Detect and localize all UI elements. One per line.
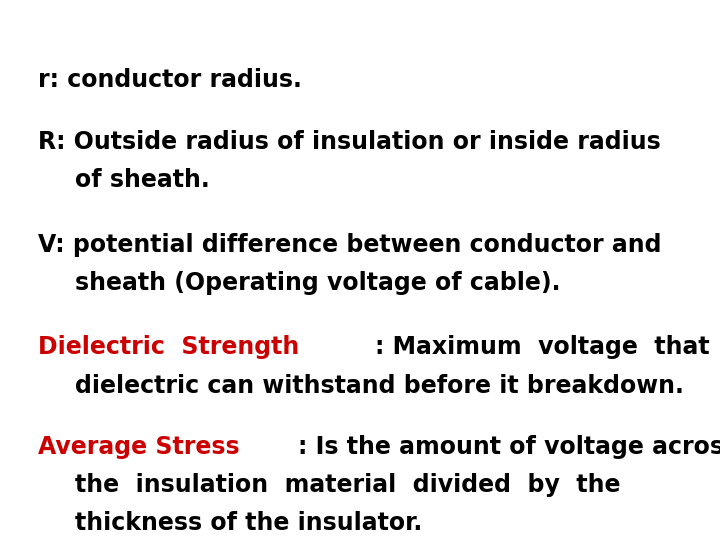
- Text: thickness of the insulator.: thickness of the insulator.: [75, 511, 422, 535]
- Text: sheath (Operating voltage of cable).: sheath (Operating voltage of cable).: [75, 271, 560, 295]
- Text: Average Stress: Average Stress: [38, 435, 240, 459]
- Text: the  insulation  material  divided  by  the: the insulation material divided by the: [75, 473, 621, 497]
- Text: dielectric can withstand before it breakdown.: dielectric can withstand before it break…: [75, 374, 684, 398]
- Text: : Maximum  voltage  that: : Maximum voltage that: [375, 335, 710, 359]
- Text: r: conductor radius.: r: conductor radius.: [38, 68, 302, 92]
- Text: V: potential difference between conductor and: V: potential difference between conducto…: [38, 233, 662, 257]
- Text: : Is the amount of voltage across: : Is the amount of voltage across: [298, 435, 720, 459]
- Text: of sheath.: of sheath.: [75, 168, 210, 192]
- Text: Dielectric  Strength: Dielectric Strength: [38, 335, 300, 359]
- Text: R: Outside radius of insulation or inside radius: R: Outside radius of insulation or insid…: [38, 130, 661, 154]
